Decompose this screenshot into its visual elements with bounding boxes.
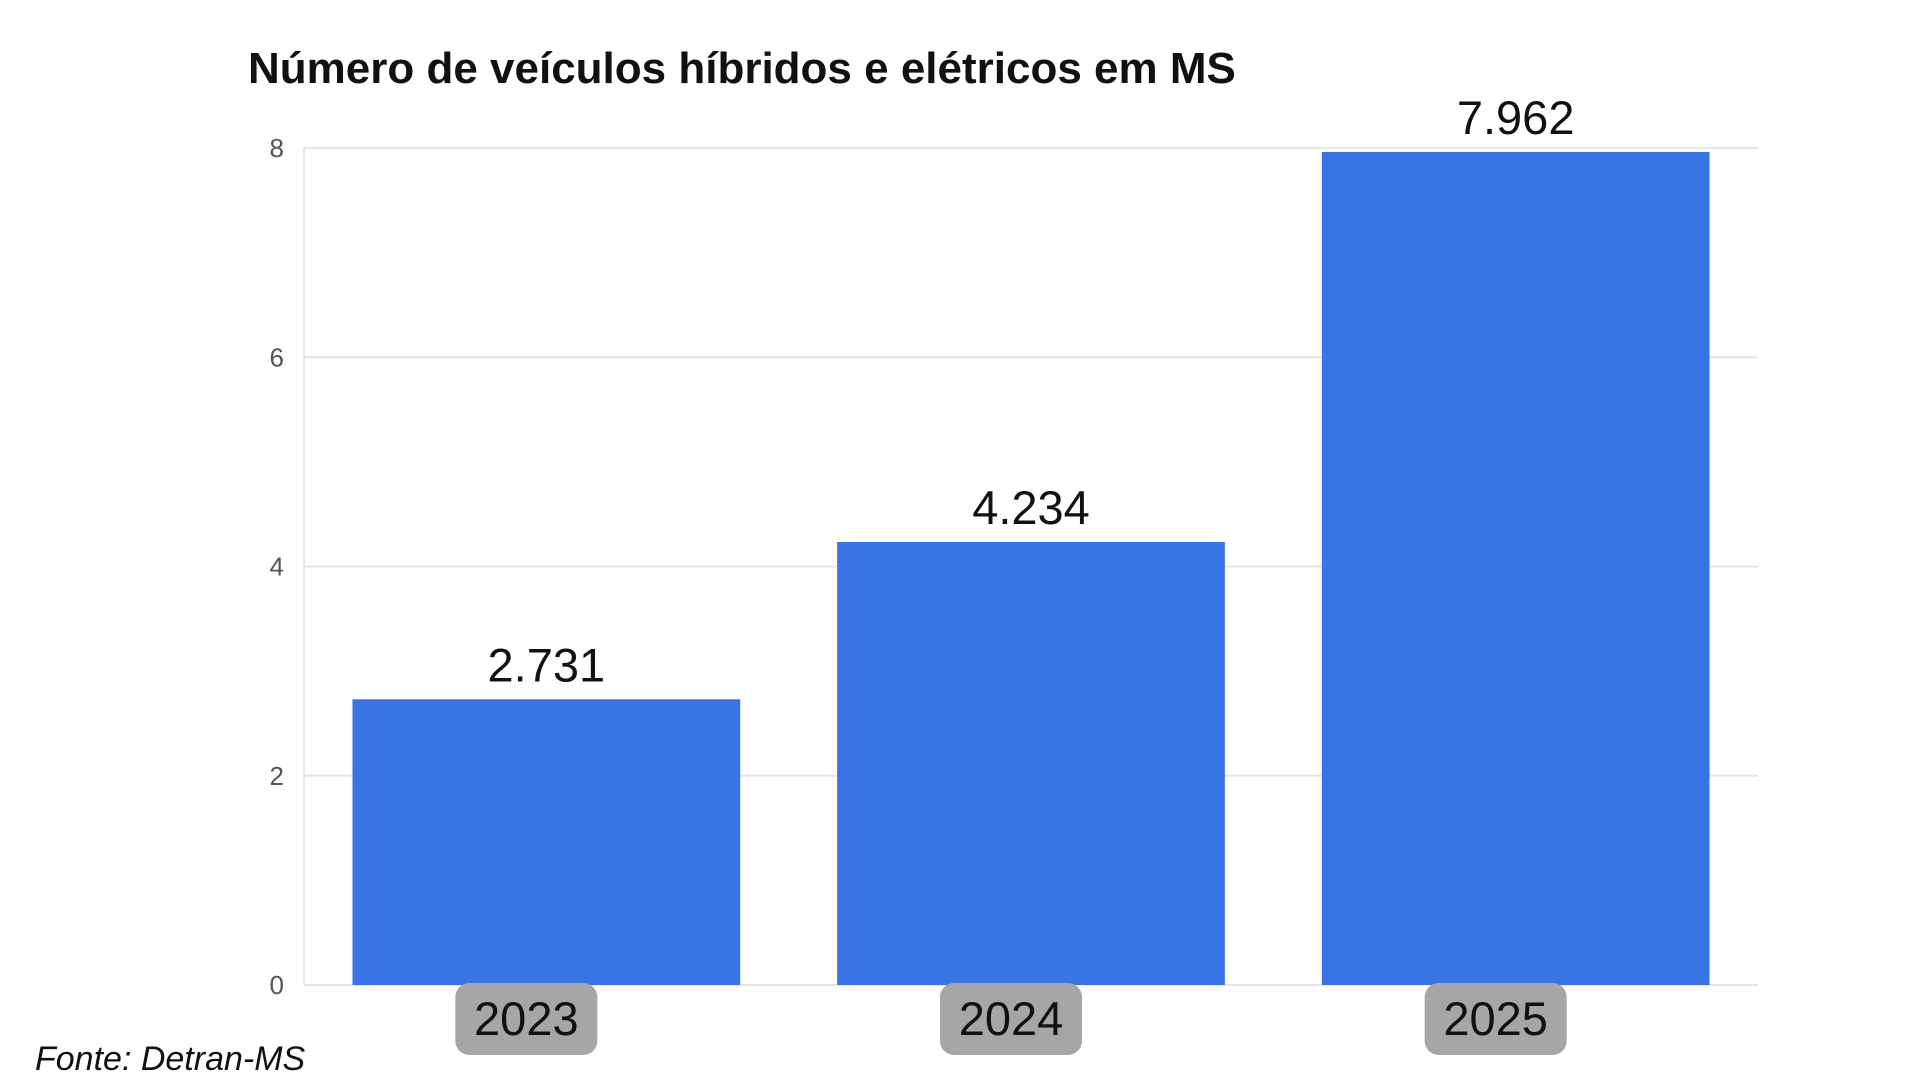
x-axis: 2023 2024 2025 [455, 983, 1567, 1055]
source-note: Fonte: Detran-MS [35, 1040, 306, 1078]
bar-2023 [352, 699, 741, 985]
y-tick-label: 2 [270, 761, 284, 791]
x-tick-2024: 2024 [940, 983, 1082, 1055]
x-tick-label-background [940, 983, 1082, 1055]
y-tick-label: 6 [270, 342, 284, 372]
y-tick-label: 0 [270, 970, 284, 1000]
data-label-2023: 2.731 [488, 638, 606, 691]
y-axis: 0 2 4 6 8 [270, 133, 305, 1000]
bar-2024 [837, 542, 1225, 985]
x-tick-label-background [1424, 983, 1567, 1055]
data-labels: 2.731 4.234 7.962 [488, 91, 1575, 691]
x-tick-label: 2024 [959, 992, 1064, 1045]
chart-title: Número de veículos híbridos e elétricos … [248, 44, 1236, 93]
data-label-2024: 4.234 [972, 481, 1090, 534]
x-tick-label: 2025 [1443, 992, 1548, 1045]
bar-2025 [1321, 151, 1710, 985]
x-tick-2025: 2025 [1424, 983, 1567, 1055]
x-tick-2023: 2023 [455, 983, 598, 1055]
y-tick-label: 8 [270, 133, 284, 163]
y-tick-label: 4 [270, 552, 284, 582]
bars [352, 151, 1710, 985]
x-tick-label-background [455, 983, 598, 1055]
data-label-2025: 7.962 [1457, 91, 1575, 144]
x-tick-label: 2023 [474, 992, 579, 1045]
